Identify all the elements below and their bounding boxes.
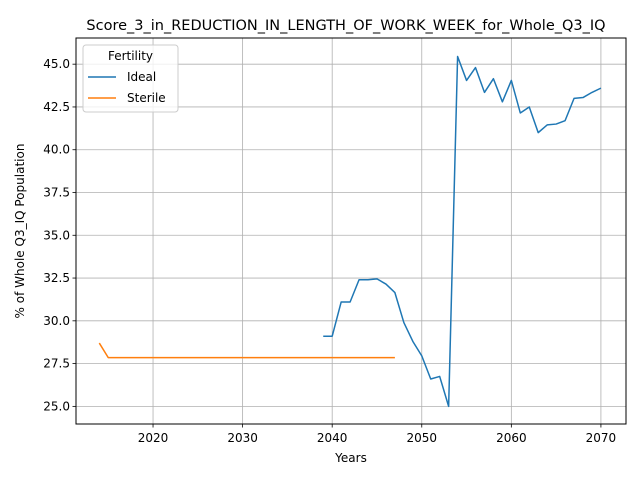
y-tick-label: 27.5 <box>43 357 70 371</box>
x-tick-label: 2020 <box>138 431 169 445</box>
grid <box>76 38 626 424</box>
series-line-ideal <box>323 55 602 408</box>
x-axis-label: Years <box>334 451 367 465</box>
legend-label-ideal: Ideal <box>127 70 156 84</box>
legend: Fertility Ideal Sterile <box>82 44 179 113</box>
plot-series <box>98 55 602 408</box>
x-tick-label: 2050 <box>406 431 437 445</box>
axis-ticks: 2020 2030 2040 2050 2060 2070 25.0 27.5 30.0 32.5… <box>43 57 616 445</box>
legend-label-sterile: Sterile <box>127 91 166 105</box>
chart-title: Score_3_in_REDUCTION_IN_LENGTH_OF_WORK_W… <box>86 18 605 34</box>
y-axis-label: % of Whole Q3_IQ Population <box>13 144 27 319</box>
series-line-sterile <box>98 342 395 359</box>
y-tick-label: 32.5 <box>43 271 70 285</box>
y-tick-label: 37.5 <box>43 186 70 200</box>
y-tick-label: 42.5 <box>43 100 70 114</box>
y-tick-label: 40.0 <box>43 143 70 157</box>
x-tick-label: 2030 <box>227 431 258 445</box>
x-tick-label: 2070 <box>586 431 617 445</box>
legend-title: Fertility <box>108 49 153 63</box>
x-tick-label: 2060 <box>496 431 527 445</box>
plot-frame <box>75 37 627 425</box>
y-tick-label: 35.0 <box>43 228 70 242</box>
y-tick-label: 30.0 <box>43 314 70 328</box>
y-tick-label: 25.0 <box>43 399 70 413</box>
y-tick-label: 45.0 <box>43 57 70 71</box>
x-tick-label: 2040 <box>317 431 348 445</box>
legend-box <box>82 44 179 113</box>
